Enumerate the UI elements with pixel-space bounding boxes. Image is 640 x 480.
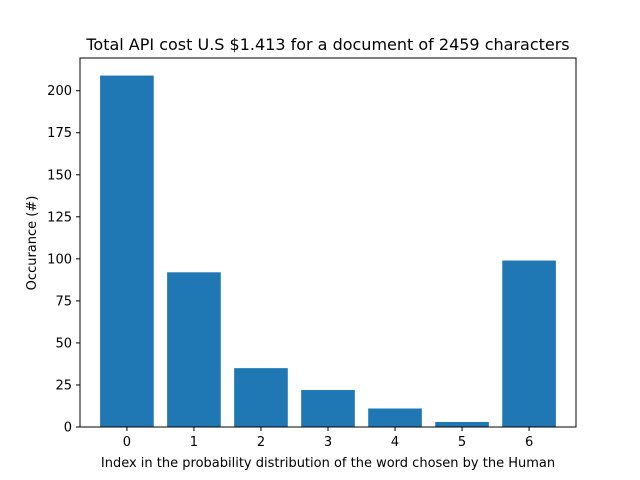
y-tick-label-25: 25 bbox=[55, 378, 72, 393]
x-tick-label-0: 0 bbox=[123, 435, 131, 450]
x-tick-label-3: 3 bbox=[324, 435, 332, 450]
plot-frame bbox=[79, 57, 577, 428]
plot-area: 0 1 2 3 4 5 6 0 25 50 75 100 125 150 175 200 bbox=[47, 57, 577, 450]
x-axis-label: Index in the probability distribution of… bbox=[101, 456, 555, 471]
y-tick-label-175: 175 bbox=[47, 126, 72, 141]
x-tick-label-6: 6 bbox=[525, 435, 533, 450]
bar-1 bbox=[167, 272, 221, 427]
bar-4 bbox=[368, 408, 422, 427]
bar-6 bbox=[502, 260, 556, 427]
x-tick-label-2: 2 bbox=[257, 435, 265, 450]
bar-3 bbox=[301, 390, 355, 427]
x-tick-label-5: 5 bbox=[458, 435, 466, 450]
chart-title: Total API cost U.S $1.413 for a document… bbox=[85, 35, 569, 54]
y-tick-label-50: 50 bbox=[55, 336, 72, 351]
bar-2 bbox=[234, 368, 288, 427]
y-tick-label-0: 0 bbox=[64, 421, 72, 436]
y-tick-label-75: 75 bbox=[55, 294, 72, 309]
x-tick-label-4: 4 bbox=[391, 435, 399, 450]
y-tick-label-200: 200 bbox=[47, 84, 72, 99]
y-tick-label-100: 100 bbox=[47, 252, 72, 267]
bar-5 bbox=[435, 421, 489, 427]
y-tick-label-150: 150 bbox=[47, 168, 72, 183]
x-tick-label-1: 1 bbox=[190, 435, 198, 450]
y-axis-label: Occurance (#) bbox=[25, 196, 40, 291]
bar-0 bbox=[100, 75, 154, 428]
y-tick-label-125: 125 bbox=[47, 210, 72, 225]
